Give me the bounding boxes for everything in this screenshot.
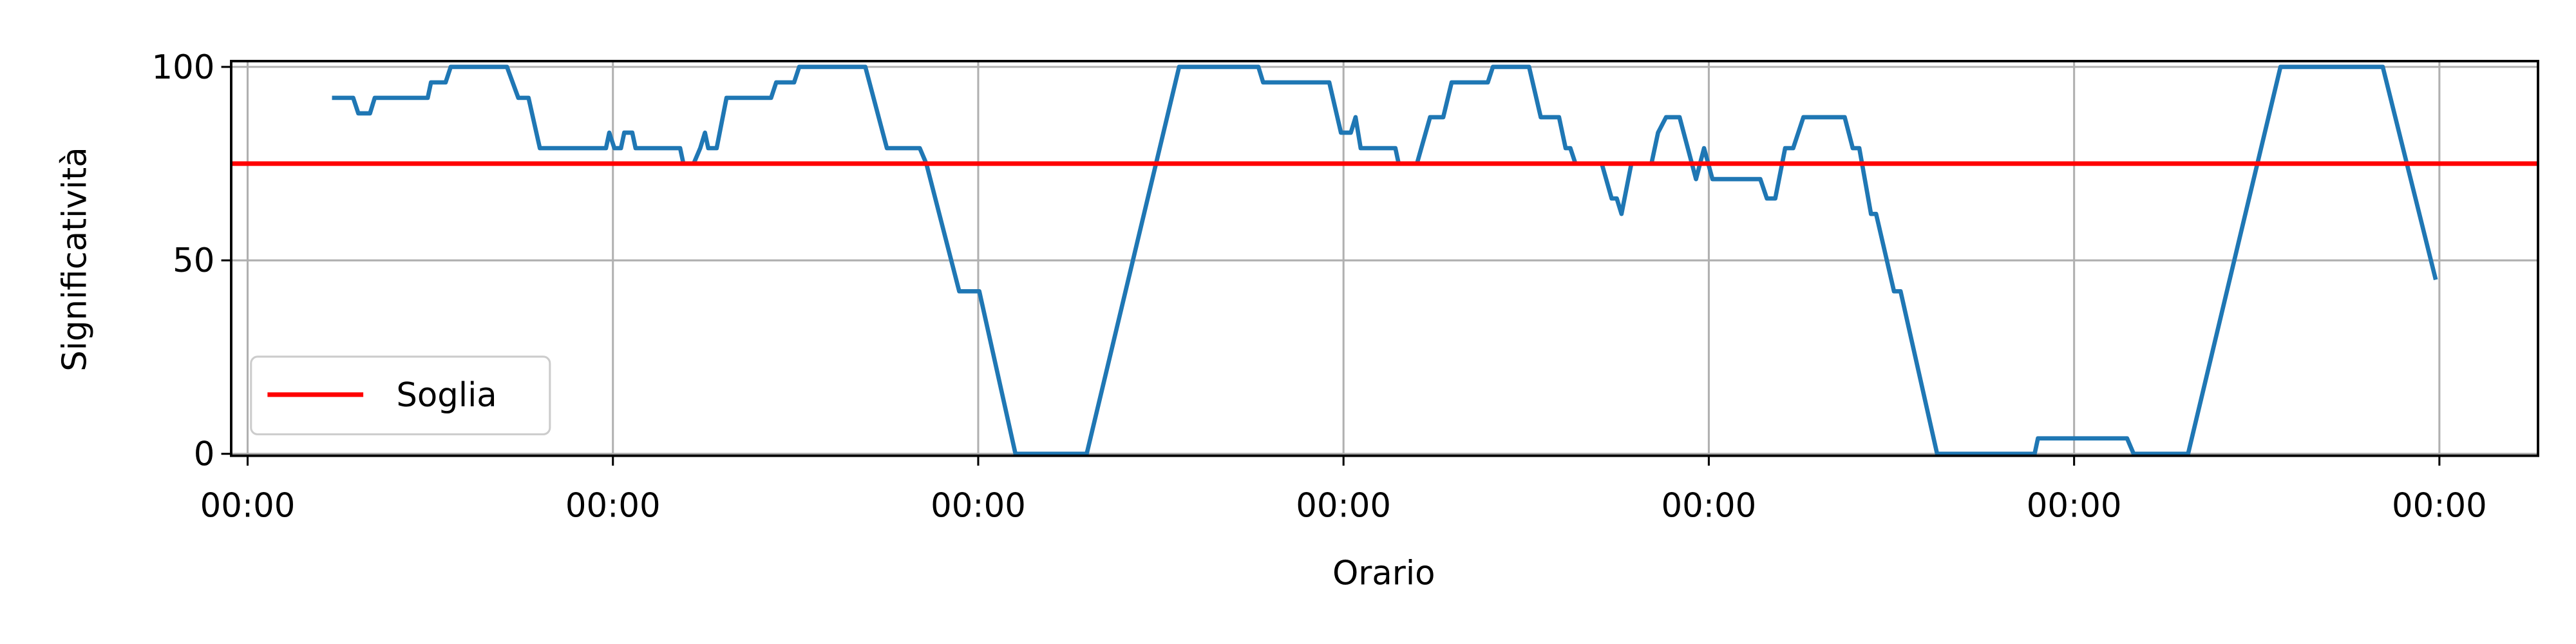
x-tick-label: 00:00 bbox=[1296, 487, 1391, 526]
x-tick-label: 00:00 bbox=[931, 487, 1026, 526]
y-tick-label: 0 bbox=[194, 435, 215, 474]
x-tick-label: 00:00 bbox=[1662, 487, 1757, 526]
legend-box bbox=[250, 355, 551, 435]
plot-frame bbox=[230, 59, 2539, 457]
x-tick-label: 00:00 bbox=[200, 487, 296, 526]
x-tick-label: 00:00 bbox=[565, 487, 661, 526]
y-tick-label: 100 bbox=[151, 48, 214, 87]
y-tick-label: 50 bbox=[173, 242, 214, 280]
x-tick-label: 00:00 bbox=[2027, 487, 2122, 526]
x-tick-label: 00:00 bbox=[2392, 487, 2487, 526]
legend-label: Soglia bbox=[396, 376, 497, 415]
data-line bbox=[332, 64, 2438, 457]
y-axis-label: Significatività bbox=[55, 147, 94, 371]
x-axis-label: Orario bbox=[1332, 554, 1435, 593]
